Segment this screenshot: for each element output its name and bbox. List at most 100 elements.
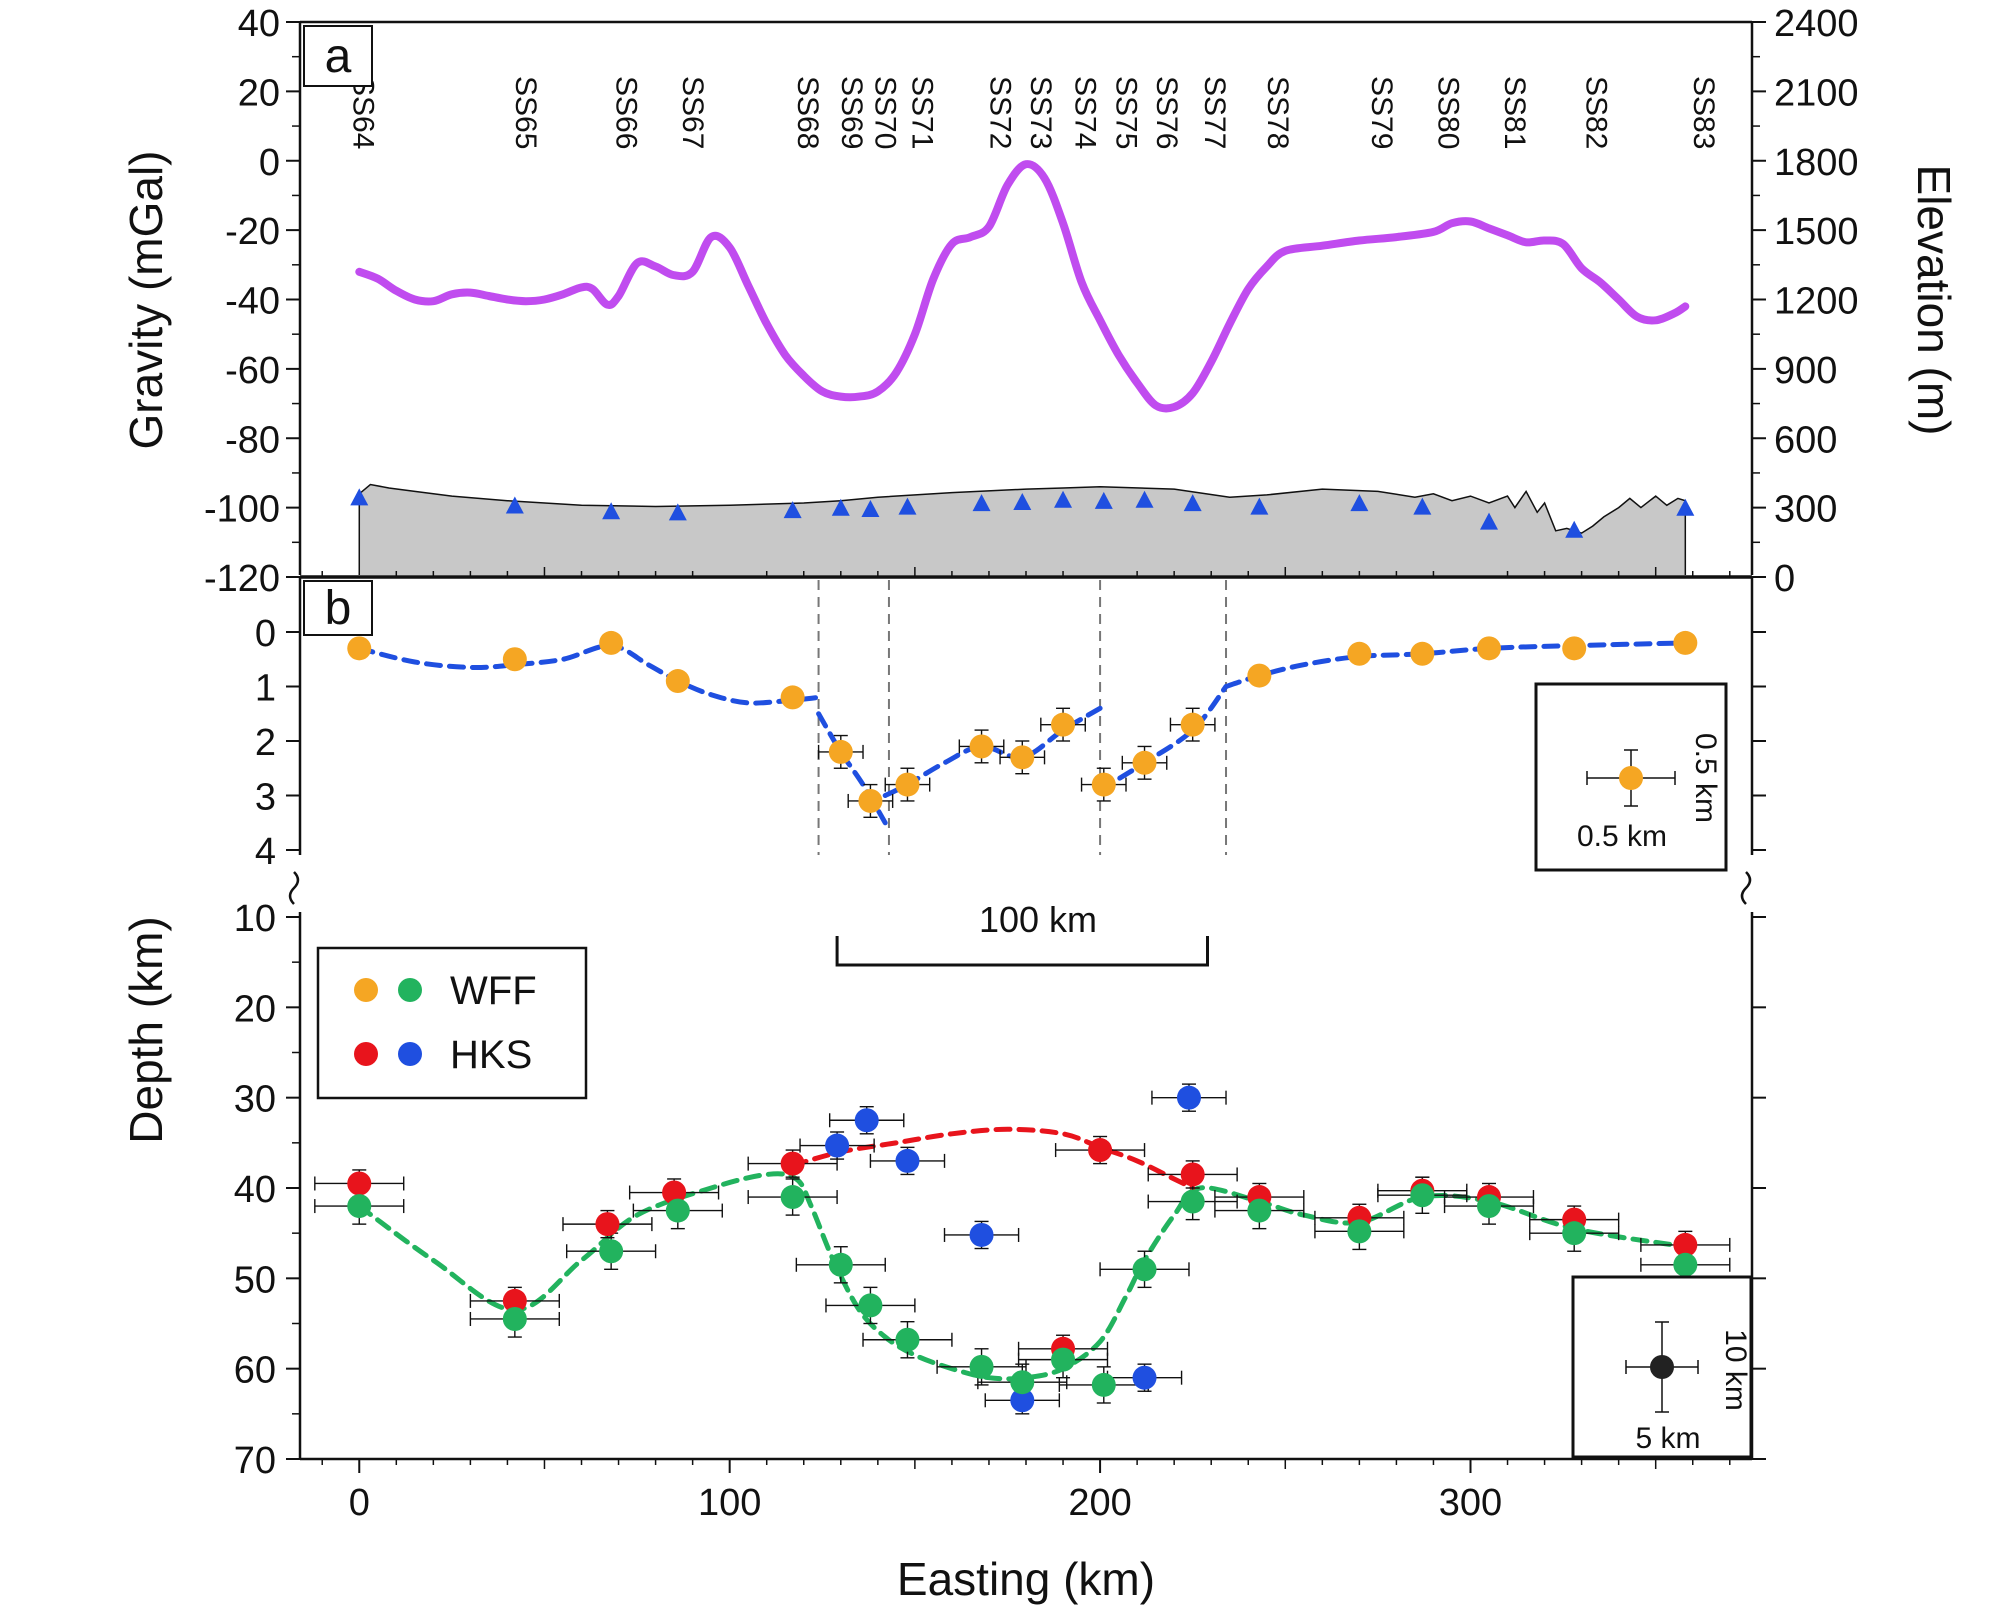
gravity-tick-label: 20 bbox=[238, 72, 280, 114]
hks-point bbox=[1088, 1138, 1113, 1163]
station-label-SS72: SS72 bbox=[983, 76, 1016, 149]
scale-bar-label: 100 km bbox=[979, 899, 1097, 940]
panel-b-error-legend: 0.5 km 0.5 km bbox=[1534, 682, 1728, 872]
wff-point bbox=[1051, 1347, 1076, 1372]
legend-wff-orange-marker bbox=[354, 978, 378, 1002]
sediment-point bbox=[1477, 636, 1502, 661]
panel-c-legend-marker bbox=[1650, 1355, 1674, 1379]
gravity-tick-label: -40 bbox=[225, 281, 280, 323]
wff-point bbox=[1180, 1189, 1205, 1214]
legend-hks-red-marker bbox=[354, 1042, 378, 1066]
easting-tick-label: 100 bbox=[698, 1482, 761, 1524]
gravity-curve bbox=[355, 160, 1690, 413]
panel-b-label: b bbox=[325, 582, 352, 635]
depth-tick-label: 70 bbox=[234, 1440, 276, 1482]
station-SS83-marker bbox=[1676, 498, 1695, 516]
sediment-point bbox=[1051, 712, 1076, 737]
station-SS77-marker bbox=[1183, 494, 1202, 512]
station-SS71-marker bbox=[898, 497, 917, 515]
wff-point bbox=[665, 1198, 690, 1223]
elevation-tick-label: 900 bbox=[1774, 350, 1837, 392]
station-label-SS74: SS74 bbox=[1069, 76, 1102, 149]
hks-fit-line bbox=[790, 1126, 1196, 1191]
gravity-tick-label: -20 bbox=[225, 211, 280, 253]
panel-a-label-box bbox=[303, 25, 373, 87]
hks-point bbox=[595, 1212, 620, 1237]
elevation-layer bbox=[350, 483, 1695, 575]
elevation-tick-label: 600 bbox=[1774, 419, 1837, 461]
wff-point bbox=[1562, 1221, 1587, 1246]
hks-point bbox=[1673, 1232, 1698, 1257]
station-SS81-marker bbox=[1480, 512, 1499, 530]
gravity-axis-title: Gravity (mGal) bbox=[120, 151, 172, 450]
station-label-SS75: SS75 bbox=[1109, 76, 1142, 149]
sediment-fit-line bbox=[356, 643, 822, 706]
gravity-tick-label: -80 bbox=[225, 419, 280, 461]
station-label-SS65: SS65 bbox=[509, 76, 542, 149]
wff-point bbox=[502, 1306, 527, 1331]
station-SS73-marker bbox=[1013, 493, 1032, 510]
station-label-SS81: SS81 bbox=[1498, 76, 1531, 149]
elevation-tick-label: 2100 bbox=[1774, 72, 1859, 114]
sediment-point bbox=[828, 739, 853, 764]
station-label-SS64: SS64 bbox=[346, 76, 379, 149]
panel-b-label-box bbox=[303, 580, 373, 636]
station-SS69-marker bbox=[831, 498, 850, 516]
elevation-tick-label: 1800 bbox=[1774, 142, 1859, 184]
elevation-tick-label: 0 bbox=[1774, 558, 1795, 600]
depth-tick-label: 60 bbox=[234, 1350, 276, 1392]
panel-b-layer bbox=[347, 580, 1698, 855]
station-label-SS80: SS80 bbox=[1432, 76, 1465, 149]
panel-b-legend-y-label: 0.5 km bbox=[1689, 733, 1722, 823]
easting-axis-title: Easting (km) bbox=[897, 1553, 1155, 1605]
panel-b-legend-marker bbox=[1619, 766, 1643, 790]
sediment-point bbox=[1180, 712, 1205, 737]
hks-point bbox=[780, 1151, 805, 1176]
station-SS67-marker bbox=[668, 503, 687, 521]
panel-c-error-legend: 5 km 10 km bbox=[1571, 1275, 1753, 1459]
station-label-SS79: SS79 bbox=[1365, 76, 1398, 149]
sediment-point bbox=[1673, 630, 1698, 655]
elevation-tick-label: 1200 bbox=[1774, 281, 1859, 323]
wff-point bbox=[895, 1327, 920, 1352]
panel-c-layer bbox=[314, 1083, 1731, 1415]
sediment-point bbox=[780, 685, 805, 710]
series-legend: WFF HKS bbox=[316, 946, 588, 1100]
easting-tick-label: 0 bbox=[349, 1482, 370, 1524]
wff-point bbox=[599, 1239, 624, 1264]
elevation-tick-label: 1500 bbox=[1774, 211, 1859, 253]
wff-point bbox=[1091, 1372, 1116, 1397]
wff-point bbox=[1347, 1219, 1372, 1244]
panel-c-legend-y-label: 10 km bbox=[1719, 1329, 1752, 1411]
station-label-SS66: SS66 bbox=[609, 76, 642, 149]
station-label-SS69: SS69 bbox=[835, 76, 868, 149]
wff-point bbox=[1132, 1257, 1157, 1282]
elevation-tick-label: 2400 bbox=[1774, 3, 1859, 45]
sediment-point bbox=[665, 669, 690, 694]
sediment-point bbox=[599, 630, 624, 655]
wff-point bbox=[1247, 1198, 1272, 1223]
label-layer: SS64 SS65 SS66 SS67 SS68 SS69 SS70 SS71 SS72 SS73… bbox=[346, 76, 1720, 149]
wff-point bbox=[858, 1293, 883, 1318]
hks-point bbox=[1132, 1365, 1157, 1390]
hks-point bbox=[502, 1288, 527, 1313]
shallow-depth-tick-label: 3 bbox=[255, 777, 276, 819]
wff-point bbox=[969, 1354, 994, 1379]
easting-tick-label: 300 bbox=[1439, 1482, 1502, 1524]
hks-point bbox=[825, 1133, 850, 1158]
panel-b-legend-x-label: 0.5 km bbox=[1577, 820, 1667, 853]
station-SS70-marker bbox=[861, 499, 880, 517]
series-legend-box bbox=[316, 946, 588, 1100]
sediment-fit-line bbox=[1097, 684, 1229, 793]
hks-point bbox=[969, 1222, 994, 1247]
station-SS68-marker bbox=[783, 501, 802, 519]
gravity-tick-label: 0 bbox=[259, 142, 280, 184]
legend-hks-blue-marker bbox=[398, 1042, 422, 1066]
legend-wff-green-marker bbox=[398, 978, 422, 1002]
station-label-SS73: SS73 bbox=[1024, 76, 1057, 149]
sediment-point bbox=[969, 734, 994, 759]
shallow-depth-tick-label: 0 bbox=[255, 613, 276, 655]
elevation-tick-label: 300 bbox=[1774, 489, 1837, 531]
station-SS75-marker bbox=[1094, 491, 1113, 509]
station-label-SS82: SS82 bbox=[1580, 76, 1613, 149]
